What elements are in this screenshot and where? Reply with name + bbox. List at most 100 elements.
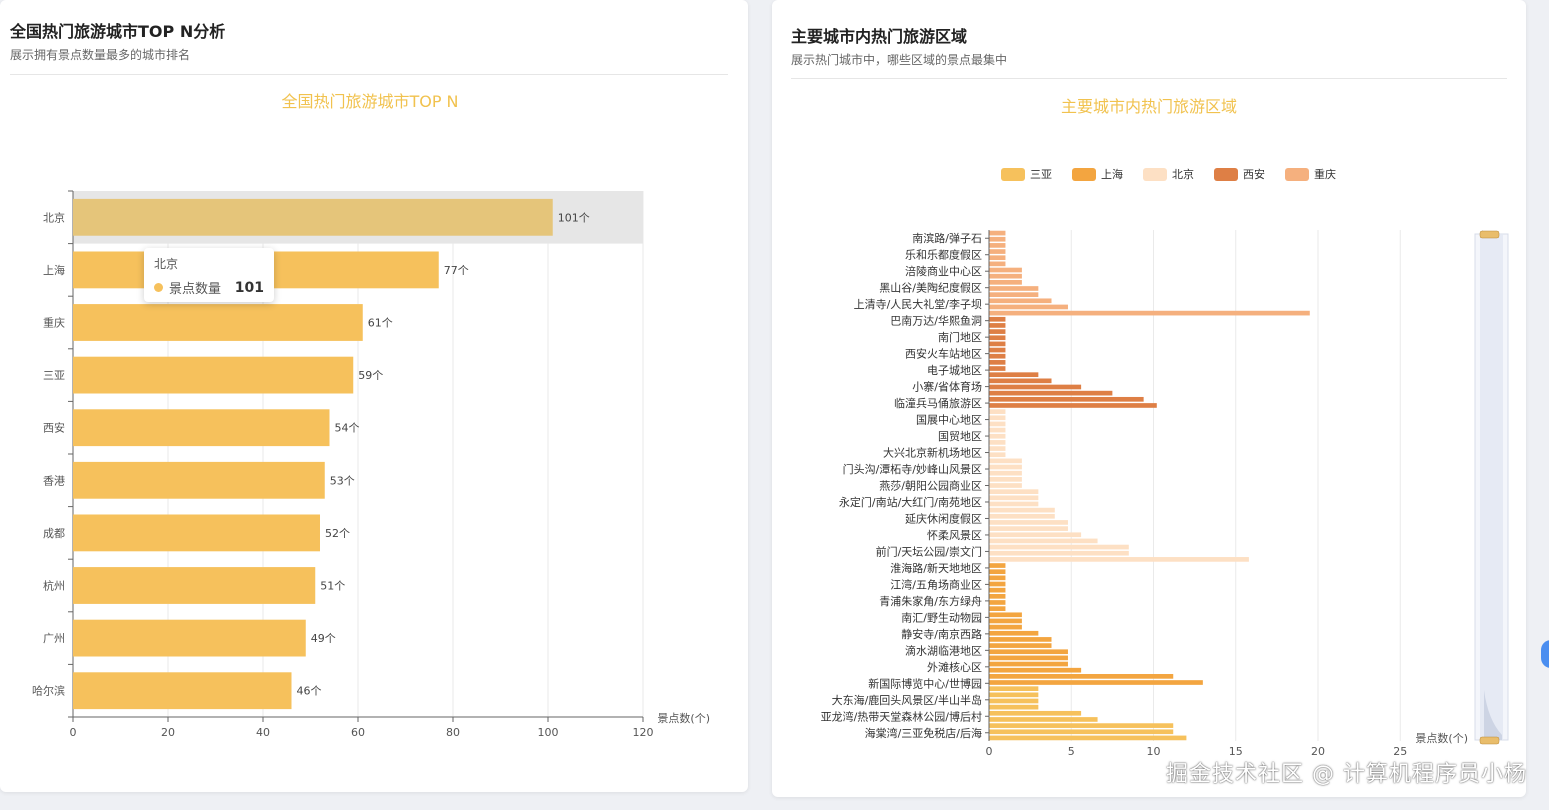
y-category-label: 大东海/鹿回头风景区/半山半岛 xyxy=(832,693,982,707)
x-tick-label: 10 xyxy=(1147,745,1161,758)
bar-三亚 xyxy=(989,735,1187,741)
legend-swatch-北京 xyxy=(1143,168,1167,181)
bar-重庆 xyxy=(989,249,1006,254)
bar-北京 xyxy=(989,507,1055,513)
city-areas-card: 主要城市内热门旅游区域 展示热门城市中，哪些区域的景点最集中 主要城市内热门旅游… xyxy=(772,0,1526,797)
bar-value-label: 59个 xyxy=(358,369,383,382)
bar-三亚 xyxy=(989,729,1174,735)
bar-value-label: 77个 xyxy=(444,264,469,277)
x-tick-label: 60 xyxy=(351,726,365,739)
bar-北京 xyxy=(989,421,1006,427)
bar-value-label: 49个 xyxy=(311,632,336,645)
city-areas-card-title: 主要城市内热门旅游区域 xyxy=(791,27,968,46)
y-category-label: 上海 xyxy=(43,263,65,277)
y-category-label: 乐和乐都度假区 xyxy=(905,248,982,262)
bar-北京 xyxy=(989,550,1129,556)
bar-上海 xyxy=(989,680,1203,685)
bar-上海 xyxy=(989,630,1039,636)
bar-北京 xyxy=(989,526,1068,531)
y-category-label: 淮海路/新天地地区 xyxy=(890,561,982,575)
x-tick-label: 100 xyxy=(538,726,559,739)
bar-三亚 xyxy=(989,692,1039,698)
bar-重庆 xyxy=(989,304,1068,310)
bar-北京 xyxy=(73,198,553,236)
bar-西安 xyxy=(989,335,1006,341)
top-cities-divider xyxy=(10,74,728,75)
bar-西安 xyxy=(989,396,1144,402)
bar-杭州 xyxy=(73,567,316,604)
bar-上海 xyxy=(989,661,1068,667)
y-category-label: 怀柔风景区 xyxy=(927,529,982,542)
x-tick-label: 20 xyxy=(161,726,175,739)
bar-北京 xyxy=(989,458,1022,464)
tooltip-title: 北京 xyxy=(154,257,179,271)
bar-上海 xyxy=(989,624,1022,630)
datazoom-handle-top xyxy=(1479,230,1500,239)
bar-西安 xyxy=(989,378,1052,384)
bar-value-label: 46个 xyxy=(297,685,322,698)
bar-北京 xyxy=(989,483,1022,488)
bar-上海 xyxy=(989,593,1006,599)
chart-tooltip: 北京 景点数量 101 xyxy=(144,248,274,302)
datazoom-handle-bottom xyxy=(1479,736,1500,745)
bar-重庆 xyxy=(989,255,1006,261)
bar-西安 xyxy=(989,366,1006,371)
x-tick-label: 15 xyxy=(1229,745,1243,758)
bar-重庆 xyxy=(989,267,1022,273)
bar-北京 xyxy=(989,532,1082,538)
y-category-label: 电子城地区 xyxy=(927,364,982,377)
y-category-label: 青浦朱家角/东方绿舟 xyxy=(879,594,982,608)
legend-swatch-上海 xyxy=(1072,168,1096,181)
bar-重庆 xyxy=(989,292,1039,297)
bar-哈尔滨 xyxy=(73,672,292,710)
x-tick-label: 20 xyxy=(1311,745,1325,758)
bar-西安 xyxy=(989,372,1039,378)
y-category-label: 广州 xyxy=(43,632,65,645)
y-category-label: 重庆 xyxy=(43,316,65,330)
y-category-label: 前门/天坛公园/崇文门 xyxy=(876,544,982,558)
bar-重庆 xyxy=(989,236,1006,242)
bar-重庆 xyxy=(989,243,1006,248)
legend-label-重庆: 重庆 xyxy=(1314,167,1336,181)
chart-title: 主要城市内热门旅游区域 xyxy=(1061,97,1237,116)
bar-上海 xyxy=(989,563,1006,568)
top-cities-card-title: 全国热门旅游城市TOP N分析 xyxy=(10,22,226,41)
y-category-label: 成都 xyxy=(43,527,65,540)
x-tick-label: 80 xyxy=(446,726,460,739)
bar-北京 xyxy=(989,409,1006,414)
x-tick-label: 120 xyxy=(633,726,654,739)
y-category-label: 延庆休闲度假区 xyxy=(905,511,982,525)
bar-重庆 xyxy=(989,273,1022,279)
floating-action-button[interactable] xyxy=(1541,640,1549,668)
y-category-label: 小寨/省体育场 xyxy=(912,380,982,394)
bar-上海 xyxy=(989,618,1022,624)
x-tick-label: 0 xyxy=(70,726,77,739)
bar-北京 xyxy=(989,464,1022,470)
bar-上海 xyxy=(989,581,1006,587)
bar-西安 xyxy=(989,329,1006,334)
bar-value-label: 51个 xyxy=(320,580,345,593)
bar-北京 xyxy=(989,470,1022,476)
bar-西安 xyxy=(989,390,1113,396)
top-cities-card: 全国热门旅游城市TOP N分析 展示拥有景点数量最多的城市排名 全国热门旅游城市… xyxy=(0,0,748,792)
y-category-label: 南汇/野生动物园 xyxy=(901,610,982,624)
bar-北京 xyxy=(989,440,1006,445)
bar-北京 xyxy=(989,513,1055,519)
x-axis-name: 景点数(个) xyxy=(657,712,710,725)
legend-swatch-西安 xyxy=(1214,168,1238,181)
bar-value-label: 54个 xyxy=(335,422,360,435)
y-category-label: 永定门/南站/大红门/南苑地区 xyxy=(839,495,982,509)
y-category-label: 门头沟/潭柘寺/妙峰山风景区 xyxy=(843,462,982,476)
bar-重庆 xyxy=(989,230,1006,236)
bar-value-label: 52个 xyxy=(325,527,350,540)
bar-重庆 xyxy=(989,286,1039,291)
bar-北京 xyxy=(989,415,1006,421)
bar-重庆 xyxy=(989,279,1022,285)
tooltip-series-name: 景点数量 xyxy=(169,282,222,297)
bar-西安 xyxy=(989,384,1082,390)
y-category-label: 亚龙湾/热带天堂森林公园/博后村 xyxy=(821,709,982,723)
y-category-label: 杭州 xyxy=(43,579,65,593)
bar-西安 xyxy=(989,341,1006,347)
